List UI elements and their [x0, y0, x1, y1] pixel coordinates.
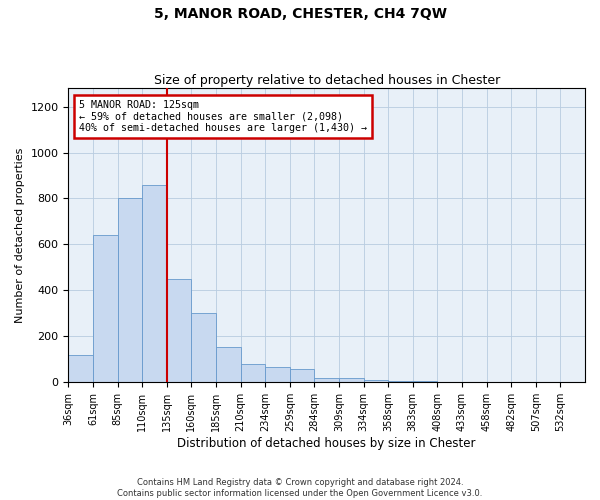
Bar: [314, 378, 339, 382]
Bar: [364, 380, 388, 382]
Bar: [290, 369, 314, 382]
Text: 5 MANOR ROAD: 125sqm
← 59% of detached houses are smaller (2,098)
40% of semi-de: 5 MANOR ROAD: 125sqm ← 59% of detached h…: [79, 100, 367, 133]
Bar: [388, 380, 413, 382]
Y-axis label: Number of detached properties: Number of detached properties: [15, 148, 25, 323]
Bar: [339, 378, 364, 382]
Bar: [265, 368, 290, 382]
Title: Size of property relative to detached houses in Chester: Size of property relative to detached ho…: [154, 74, 500, 87]
Text: Contains HM Land Registry data © Crown copyright and database right 2024.
Contai: Contains HM Land Registry data © Crown c…: [118, 478, 482, 498]
Bar: [167, 279, 191, 382]
Text: 5, MANOR ROAD, CHESTER, CH4 7QW: 5, MANOR ROAD, CHESTER, CH4 7QW: [154, 8, 446, 22]
Bar: [191, 314, 216, 382]
Bar: [93, 236, 118, 382]
Bar: [216, 346, 241, 382]
Bar: [142, 184, 167, 382]
Bar: [118, 198, 142, 382]
Bar: [413, 381, 437, 382]
Bar: [68, 355, 93, 382]
X-axis label: Distribution of detached houses by size in Chester: Distribution of detached houses by size …: [178, 437, 476, 450]
Bar: [241, 364, 265, 382]
